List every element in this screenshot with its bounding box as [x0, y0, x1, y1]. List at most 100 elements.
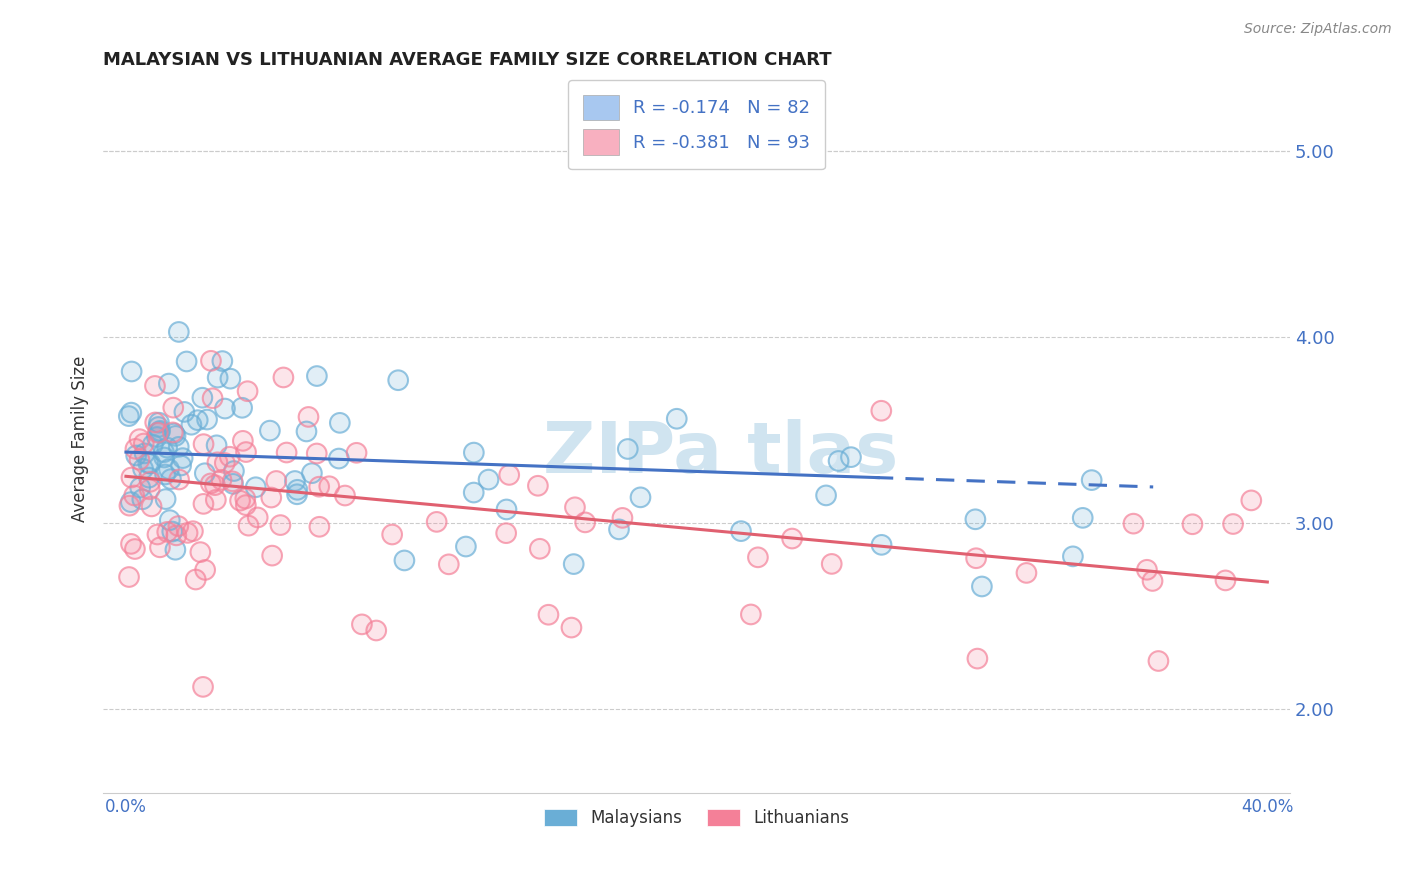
Point [191, 680, 214, 694]
Point [333, 489, 356, 503]
Point [1122, 516, 1144, 531]
Point [387, 373, 409, 387]
Point [498, 467, 520, 482]
Point [222, 464, 245, 478]
Point [495, 502, 517, 516]
Point [157, 376, 180, 391]
Point [560, 621, 582, 635]
Point [477, 473, 499, 487]
Point [200, 476, 222, 491]
Point [160, 472, 183, 486]
Point [965, 512, 987, 526]
Y-axis label: Average Family Size: Average Family Size [72, 356, 89, 523]
Point [153, 450, 176, 465]
Point [269, 518, 291, 533]
Point [1062, 549, 1084, 564]
Point [616, 442, 638, 456]
Point [195, 412, 218, 426]
Point [167, 519, 190, 533]
Point [1071, 511, 1094, 525]
Point [287, 483, 309, 497]
Text: MALAYSIAN VS LITHUANIAN AVERAGE FAMILY SIZE CORRELATION CHART: MALAYSIAN VS LITHUANIAN AVERAGE FAMILY S… [103, 51, 832, 69]
Point [1062, 549, 1084, 564]
Point [970, 579, 993, 593]
Point [564, 500, 586, 515]
Point [297, 409, 319, 424]
Point [870, 538, 893, 552]
Point [273, 370, 295, 384]
Point [176, 354, 198, 368]
Point [146, 527, 169, 541]
Point [143, 416, 166, 430]
Point [394, 553, 416, 567]
Point [350, 617, 373, 632]
Point [394, 553, 416, 567]
Point [870, 403, 893, 417]
Point [193, 497, 215, 511]
Point [346, 446, 368, 460]
Point [287, 483, 309, 497]
Point [965, 512, 987, 526]
Point [128, 452, 150, 467]
Point [328, 451, 350, 466]
Point [1215, 574, 1237, 588]
Point [191, 391, 214, 405]
Point [730, 524, 752, 538]
Point [560, 621, 582, 635]
Point [194, 467, 217, 481]
Point [966, 651, 988, 665]
Point [194, 563, 217, 577]
Point [232, 434, 254, 448]
Point [207, 455, 229, 469]
Point [193, 497, 215, 511]
Point [301, 466, 323, 480]
Point [308, 520, 330, 534]
Point [120, 537, 142, 551]
Point [193, 437, 215, 451]
Point [195, 412, 218, 426]
Point [346, 446, 368, 460]
Point [149, 541, 172, 555]
Point [387, 373, 409, 387]
Point [118, 570, 141, 584]
Point [170, 458, 193, 473]
Point [124, 541, 146, 556]
Point [187, 413, 209, 427]
Point [204, 478, 226, 492]
Point [148, 416, 170, 430]
Point [118, 409, 141, 423]
Point [149, 541, 172, 555]
Legend: Malaysians, Lithuanians: Malaysians, Lithuanians [537, 802, 856, 834]
Point [157, 376, 180, 391]
Point [574, 516, 596, 530]
Point [167, 473, 190, 487]
Point [1181, 517, 1204, 532]
Point [259, 424, 281, 438]
Text: Source: ZipAtlas.com: Source: ZipAtlas.com [1244, 22, 1392, 37]
Point [141, 500, 163, 514]
Point [200, 476, 222, 491]
Point [190, 545, 212, 559]
Point [495, 526, 517, 541]
Point [308, 480, 330, 494]
Point [815, 488, 838, 502]
Point [155, 492, 177, 507]
Point [269, 518, 291, 533]
Point [207, 370, 229, 384]
Point [163, 426, 186, 441]
Point [730, 524, 752, 538]
Point [238, 518, 260, 533]
Point [205, 438, 228, 452]
Point [245, 480, 267, 494]
Point [156, 441, 179, 455]
Point [148, 425, 170, 439]
Point [463, 485, 485, 500]
Point [295, 425, 318, 439]
Point [200, 354, 222, 368]
Point [229, 493, 252, 508]
Point [181, 524, 204, 539]
Point [260, 491, 283, 505]
Point [780, 532, 803, 546]
Point [146, 430, 169, 444]
Point [205, 492, 228, 507]
